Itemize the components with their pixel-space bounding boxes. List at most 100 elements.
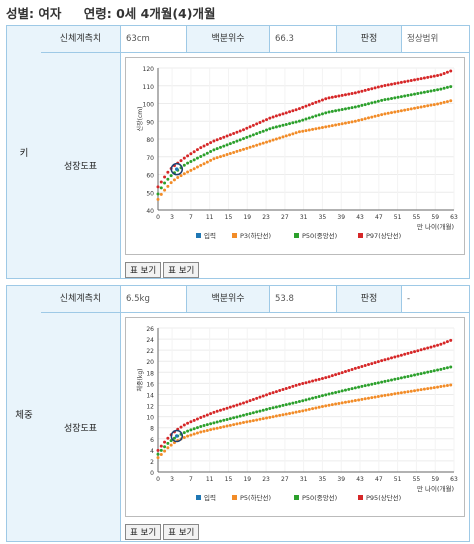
data-point xyxy=(218,155,222,159)
data-point xyxy=(232,423,236,427)
data-point xyxy=(261,141,265,145)
data-point xyxy=(169,174,173,178)
data-point xyxy=(432,369,436,373)
input-marker-ring xyxy=(170,429,184,443)
data-point xyxy=(301,118,305,122)
data-point xyxy=(350,91,354,95)
data-point xyxy=(248,419,252,423)
input-point xyxy=(174,167,179,171)
data-point xyxy=(426,387,430,391)
data-point xyxy=(235,422,239,426)
height-table-view-button-1[interactable]: 표 보기 xyxy=(125,262,162,278)
data-point xyxy=(357,90,361,94)
data-point xyxy=(419,77,423,81)
data-point xyxy=(442,384,446,388)
x-tick-label: 31 xyxy=(300,214,308,221)
weight-table-view-button-1[interactable]: 표 보기 xyxy=(125,524,162,540)
data-point xyxy=(218,408,222,412)
y-tick-label: 0 xyxy=(150,470,154,477)
data-point xyxy=(396,95,400,99)
data-point xyxy=(166,170,170,174)
data-point xyxy=(271,391,275,395)
data-point xyxy=(222,425,226,429)
x-tick-label: 43 xyxy=(356,476,364,483)
data-point xyxy=(380,84,384,88)
data-point xyxy=(182,172,186,176)
data-point xyxy=(439,73,443,77)
data-point xyxy=(360,118,364,122)
data-point xyxy=(324,97,328,101)
data-point xyxy=(337,108,341,112)
data-point xyxy=(218,145,222,149)
weight-chart: 0 2 4 6 8 10 12 14 16 18 20 22 24 26 0 3 7 11 15 19 23 27 31 35… xyxy=(125,317,465,517)
data-point xyxy=(274,405,278,409)
data-point xyxy=(311,127,315,131)
data-point xyxy=(199,163,203,167)
data-point xyxy=(327,124,331,128)
data-point xyxy=(258,142,262,146)
data-point xyxy=(406,93,410,97)
data-point xyxy=(186,161,190,165)
data-point xyxy=(189,420,193,424)
data-point xyxy=(422,90,426,94)
data-point xyxy=(251,123,255,127)
weight-table-view-button-2[interactable]: 표 보기 xyxy=(163,524,200,540)
data-point xyxy=(245,146,249,150)
data-point xyxy=(449,365,453,369)
data-point xyxy=(370,396,374,400)
data-point xyxy=(297,107,301,111)
data-point xyxy=(179,159,183,163)
data-point xyxy=(426,370,430,374)
height-chart-label: 성장도표 xyxy=(41,53,121,278)
data-point xyxy=(370,87,374,91)
x-tick-label: 3 xyxy=(170,476,174,483)
data-point xyxy=(350,387,354,391)
data-point xyxy=(225,153,229,157)
data-point xyxy=(255,122,259,126)
data-point xyxy=(238,421,242,425)
data-point xyxy=(258,130,262,134)
height-table-view-button-2[interactable]: 표 보기 xyxy=(163,262,200,278)
data-point xyxy=(409,389,413,393)
data-point xyxy=(422,387,426,391)
data-point xyxy=(255,396,259,400)
data-point xyxy=(294,410,298,414)
data-point xyxy=(258,409,262,413)
data-point xyxy=(199,430,203,434)
data-point xyxy=(265,140,269,144)
data-point xyxy=(403,352,407,356)
weight-measure-row: 신체계측치 6.5kg 백분위수 53.8 판정 - xyxy=(41,286,469,313)
y-tick-label: 70 xyxy=(146,155,154,162)
data-point xyxy=(366,102,370,106)
data-point xyxy=(261,394,265,398)
x-axis-label: 만 나이(개월) xyxy=(417,222,454,231)
data-point xyxy=(274,137,278,141)
data-point xyxy=(195,426,199,430)
data-point xyxy=(278,113,282,117)
y-tick-label: 26 xyxy=(146,326,154,333)
y-tick-label: 4 xyxy=(150,448,154,455)
data-point xyxy=(222,418,226,422)
data-point xyxy=(409,374,413,378)
data-point xyxy=(320,98,324,102)
data-point xyxy=(373,86,377,90)
data-point xyxy=(301,409,305,413)
data-point xyxy=(271,406,275,410)
data-point xyxy=(350,120,354,124)
data-point xyxy=(436,343,440,347)
data-point xyxy=(353,91,357,95)
x-tick-label: 27 xyxy=(281,476,289,483)
data-point xyxy=(156,192,160,196)
data-point xyxy=(360,384,364,388)
data-point xyxy=(429,386,433,390)
data-point xyxy=(258,417,262,421)
data-point xyxy=(212,421,216,425)
data-point xyxy=(294,108,298,112)
data-point xyxy=(202,429,206,433)
data-point xyxy=(291,132,295,136)
input-marker-ring xyxy=(170,162,184,176)
data-point xyxy=(409,79,413,83)
data-point xyxy=(432,88,436,92)
legend-swatch xyxy=(294,495,299,500)
data-point xyxy=(163,181,167,185)
